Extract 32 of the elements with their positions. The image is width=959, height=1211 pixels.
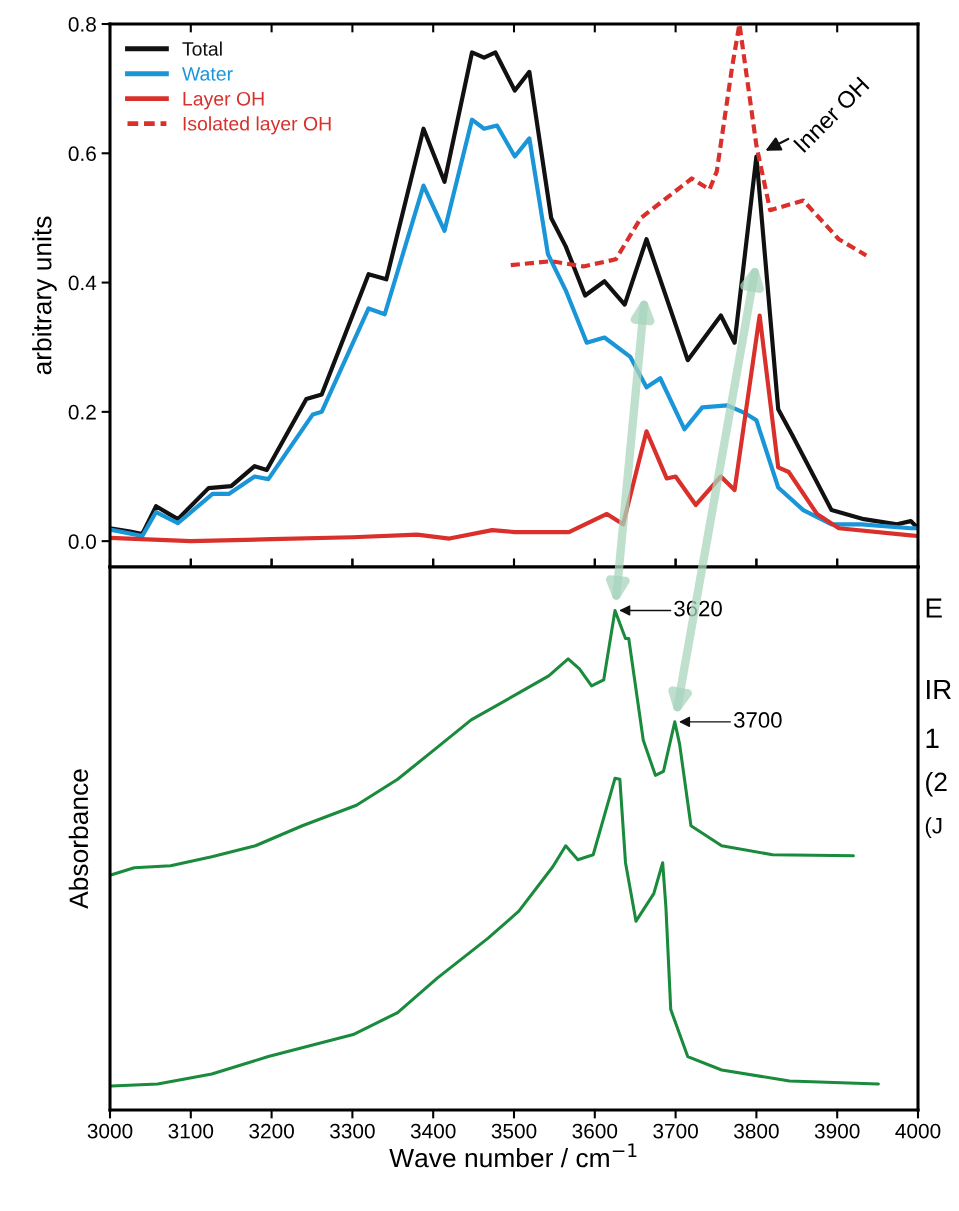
legend-label: Isolated layer OH bbox=[183, 116, 331, 135]
y-tick-label: 0.8 bbox=[68, 17, 96, 32]
text: IR bbox=[927, 679, 951, 700]
legend-label: Layer OH bbox=[183, 91, 264, 110]
x-tick-label: 3700 bbox=[653, 1123, 698, 1139]
x-tick-label: 3100 bbox=[168, 1123, 214, 1139]
annotation: 3620 bbox=[674, 600, 722, 617]
y-tick-label: 0.0 bbox=[68, 534, 96, 549]
y-tick-label: 0.4 bbox=[68, 275, 97, 291]
text: E bbox=[926, 598, 942, 618]
x-tick-label: 3400 bbox=[410, 1123, 456, 1139]
x-axis-title: Wave number / cm$^{−1}$ bbox=[389, 1143, 637, 1168]
line-series bbox=[508, 24, 869, 269]
x-tick-label: 3900 bbox=[814, 1123, 860, 1139]
y-tick-label: 0.6 bbox=[68, 146, 96, 162]
y-axis-title: arbitrary units bbox=[32, 216, 57, 375]
legend-label: Total bbox=[182, 41, 222, 56]
x-tick-label: 4000 bbox=[895, 1123, 941, 1139]
x-tick-label: 3200 bbox=[249, 1123, 294, 1139]
legend-label: Water bbox=[182, 67, 233, 81]
x-tick-label: 3600 bbox=[572, 1123, 618, 1139]
text: (J bbox=[925, 817, 942, 838]
x-tick-label: 3500 bbox=[491, 1123, 537, 1139]
y-axis-title: Absorbance bbox=[68, 769, 89, 909]
x-tick-label: 3800 bbox=[734, 1123, 779, 1139]
line-series bbox=[110, 313, 918, 544]
x-tick-label: 3000 bbox=[87, 1123, 133, 1139]
y-tick-label: 0.2 bbox=[68, 404, 96, 420]
text: (2 bbox=[926, 771, 947, 797]
text: 1 bbox=[926, 728, 939, 748]
x-tick-label: 3300 bbox=[330, 1123, 375, 1139]
annotation: 3700 bbox=[733, 712, 782, 728]
